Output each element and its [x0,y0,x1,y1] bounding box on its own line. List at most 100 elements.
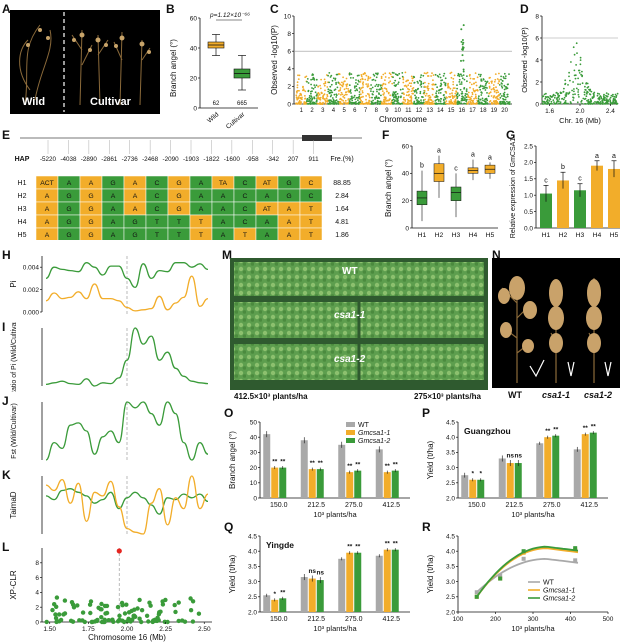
d-point [553,101,555,103]
f-ytick-label: 40 [402,171,410,178]
c-point [431,93,434,96]
c-point [382,73,385,76]
c-point [494,78,497,81]
g-sig-letter: b [561,164,565,171]
f-box-h3 [450,186,462,201]
c-point [434,96,437,98]
o-sig: ** [347,463,353,470]
e-allele-text: C [309,193,314,200]
d-point [547,96,550,99]
e-hap-name: H1 [18,180,27,187]
d-point [614,101,617,104]
c-point [461,77,464,80]
c-point [469,81,471,84]
c-point [464,94,467,97]
e-allele-text: T [309,232,313,239]
c-point [397,81,400,84]
c-point [342,95,345,98]
c-point [361,102,363,105]
d-point [575,87,578,90]
e-position-label: -2468 [142,156,159,163]
p-bar-wt [461,475,469,498]
e-allele-text: C [155,193,160,200]
d-point [577,83,579,86]
o-ytick-label: 20 [250,465,258,472]
c-point [326,86,329,88]
c-point [481,97,484,100]
c-point [410,96,413,99]
c-point [296,98,299,101]
c-point [443,72,446,75]
l-point [163,597,168,603]
c-point [343,101,345,104]
d-point [596,92,599,95]
l-point [188,608,194,613]
o-bar-gmcsa1-2 [316,469,324,498]
plant-photo-wild-cultivar: Wild Cultivar [10,10,160,114]
e-position-label: -5220 [40,156,57,163]
c-point [375,72,378,75]
c-point [504,98,507,101]
c-point [469,73,471,76]
c-point [402,88,404,90]
l-point [144,613,150,618]
c-point [413,82,416,84]
c-point [336,86,339,89]
q-sig: ** [355,544,361,551]
d-point [572,99,575,101]
c-point [425,101,428,104]
d-point [585,92,588,94]
d-point [594,101,596,103]
c-point [329,95,332,98]
q-ytick-label: 3.5 [248,564,257,571]
e-allele-text: C [155,206,160,213]
c-point [352,77,355,79]
q-ytick-label: 3.0 [248,579,257,586]
c-point [394,93,397,96]
d-point [543,93,546,96]
d-point [577,89,580,91]
p-category-label: 212.5 [505,502,523,509]
c-point [500,75,502,78]
d-point [581,82,584,85]
c-point [395,84,398,86]
c-point [501,102,504,105]
d-point [581,75,583,78]
l-peak-point [116,548,122,554]
c-point [296,81,299,84]
c-point [417,102,420,104]
c-point [426,87,429,90]
d-point [590,90,593,93]
c-point [374,79,377,82]
q-ytick-label: 4.5 [248,533,257,540]
c-point [367,77,370,80]
d-point [587,91,589,94]
c-point [486,81,488,84]
p-title: Guangzhou [464,426,511,436]
c-point [310,96,313,98]
g-category-label: H1 [542,232,551,239]
g-bar-h1 [540,193,552,228]
field-label-wt: WT [342,266,358,277]
c-point [313,96,316,99]
e-position-label: 911 [309,156,320,163]
c-point [473,78,476,80]
d-xtick-label: 1.6 [545,108,554,115]
c-point [334,100,337,102]
o-legend-label: Gmcsa1-2 [358,438,390,445]
e-allele-text: G [88,206,93,213]
c-point [503,91,506,94]
g-category-label: H4 [593,232,602,239]
p-sig: ns [514,453,522,460]
c-point [375,83,378,86]
d-point [579,83,581,86]
d-point [615,102,618,105]
h-ylabel: Pi [9,280,18,287]
d-point [548,100,551,102]
d-point [558,98,561,100]
c-point [341,81,343,84]
c-point [378,92,380,94]
q-ytick-label: 2.5 [248,594,257,601]
c-point [350,101,352,104]
c-point [420,80,423,83]
